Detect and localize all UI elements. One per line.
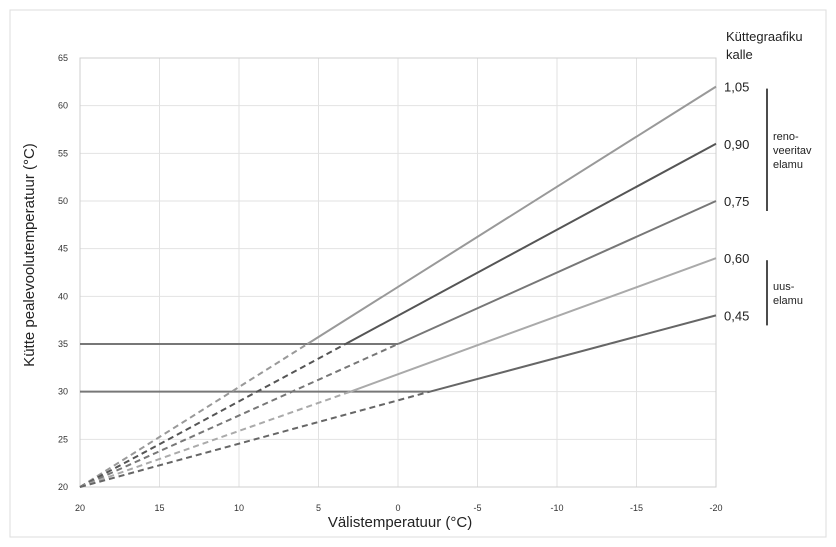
y-tick-label: 35 [58, 339, 68, 349]
x-tick-label: 5 [316, 503, 321, 513]
plot-border [79, 57, 717, 488]
x-tick-label: -20 [709, 503, 722, 513]
legend-title: kalle [726, 47, 753, 62]
y-tick-label: 45 [58, 244, 68, 254]
legend: Küttegraafiku kalle 1,05 0,90 0,75 0,60 0,45 re… [724, 29, 812, 326]
x-tick-label: -15 [630, 503, 643, 513]
y-tick-label: 60 [58, 101, 68, 111]
group-label: reno- [773, 131, 799, 143]
x-tick-label: -5 [473, 503, 481, 513]
series-0-45-solid [429, 314, 717, 393]
y-tick-label: 65 [58, 53, 68, 63]
y-tick-label: 30 [58, 387, 68, 397]
legend-entry-0-90: 0,90 [724, 137, 749, 152]
plot-area [79, 57, 717, 488]
x-tick-labels: 20 15 10 5 0 -5 -10 -15 -20 [75, 503, 723, 513]
series-0-90-solid [345, 142, 717, 345]
series-lines [79, 85, 717, 488]
legend-title: Küttegraafiku [726, 29, 803, 44]
y-axis-title: Kütte pealevoolutemperatuur (°C) [21, 143, 38, 367]
y-tick-label: 55 [58, 148, 68, 158]
legend-entry-0-75: 0,75 [724, 194, 749, 209]
group-label: veeritav [773, 145, 812, 157]
x-tick-label: -10 [550, 503, 563, 513]
series-1-05-dashed [79, 343, 308, 488]
y-tick-label: 20 [58, 482, 68, 492]
legend-entry-1-05: 1,05 [724, 80, 749, 95]
group-label: uus- [773, 281, 795, 293]
series-0-45-dashed [79, 390, 431, 488]
series-1-05-solid [306, 85, 717, 345]
x-tick-label: 15 [154, 503, 164, 513]
legend-entry-0-45: 0,45 [724, 308, 749, 323]
series-0-75-solid [397, 200, 717, 345]
x-tick-label: 10 [234, 503, 244, 513]
x-tick-label: 20 [75, 503, 85, 513]
x-tick-label: 0 [395, 503, 400, 513]
x-axis-title: Välistemperatuur (°C) [328, 514, 472, 531]
legend-entry-0-60: 0,60 [724, 251, 749, 266]
group-label: elamu [773, 295, 803, 307]
series-0-75-dashed [79, 343, 399, 488]
group-label: elamu [773, 159, 803, 171]
y-tick-label: 25 [58, 434, 68, 444]
series-0-90-dashed [79, 343, 347, 488]
y-tick-label: 40 [58, 291, 68, 301]
y-tick-label: 50 [58, 196, 68, 206]
series-0-60-dashed [79, 390, 351, 488]
series-0-60-solid [349, 257, 717, 393]
y-tick-labels: 20 25 30 35 40 45 50 55 60 65 [58, 53, 68, 492]
